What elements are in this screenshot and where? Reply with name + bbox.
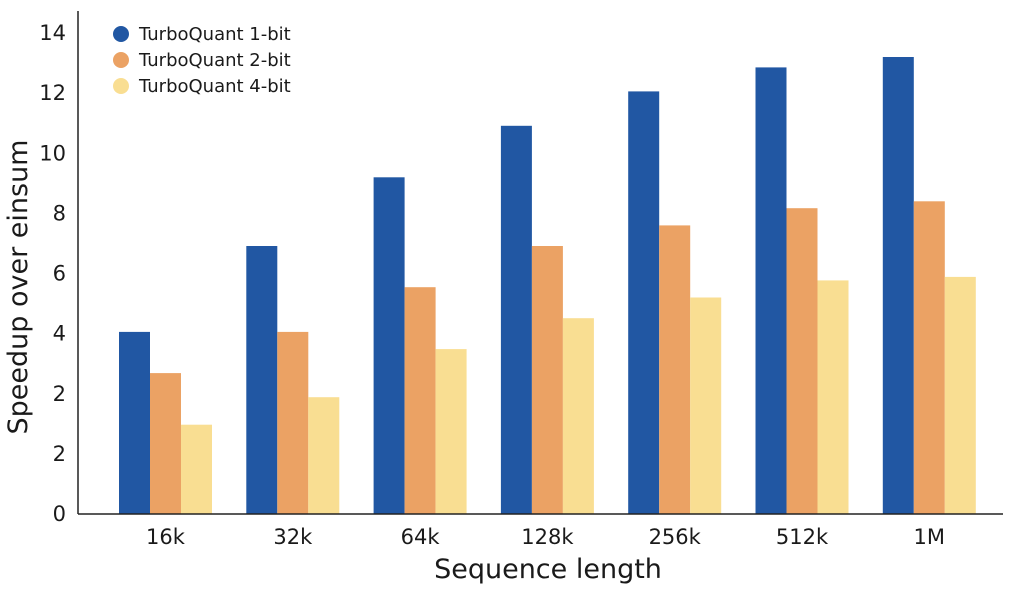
bar-1M-series-1 [882,57,914,514]
bar-16k-series-3 [181,424,212,514]
y-tick-label: 6 [53,262,66,286]
legend: TurboQuant 1-bit TurboQuant 2-bit TurboQua… [113,24,291,97]
ticks-layer: 16k 32k 64k 128k 256k 512k 1M 0 2 2 4 6 8 10 12 14 [39,21,945,549]
bar-1M-series-3 [944,276,976,514]
y-tick-label: 10 [39,141,66,165]
x-axis-title: Sequence length [434,554,662,585]
bar-16k-series-1 [119,331,150,514]
x-tick-label: 64k [401,525,441,549]
x-tick-label: 256k [649,525,702,549]
bar-64k-series-2 [404,287,436,514]
bar-32k-series-1 [246,246,278,514]
x-tick-label: 32k [273,525,313,549]
y-tick-label: 12 [39,81,66,105]
bars-layer [119,57,976,515]
bar-32k-series-3 [308,397,340,514]
legend-marker-series-3 [113,78,129,94]
y-tick-label: 14 [39,21,66,45]
bar-256k-series-2 [659,225,691,514]
bar-128k-series-1 [500,125,532,515]
bar-128k-series-3 [562,318,594,514]
bar-512k-series-3 [817,280,849,514]
legend-marker-series-1 [113,26,129,42]
legend-label-series-1: TurboQuant 1-bit [138,24,291,45]
bar-32k-series-2 [277,331,309,514]
bar-512k-series-1 [755,67,787,515]
bar-128k-series-2 [531,246,563,514]
bar-64k-series-3 [435,349,467,514]
bar-256k-series-1 [628,91,660,515]
legend-marker-series-2 [113,52,129,68]
y-tick-label: 0 [53,502,66,526]
y-tick-label: 2 [53,442,66,466]
y-axis-title: Speedup over einsum [3,140,34,435]
x-tick-label: 1M [914,525,945,549]
y-tick-label: 4 [53,322,66,346]
bar-16k-series-2 [150,373,181,514]
legend-label-series-2: TurboQuant 2-bit [138,50,291,71]
legend-label-series-3: TurboQuant 4-bit [138,76,291,97]
bar-512k-series-2 [786,208,818,514]
y-tick-label: 8 [53,201,66,225]
y-tick-label: 2 [53,382,66,406]
x-tick-label: 16k [146,525,186,549]
axes-layer [77,11,1003,515]
bar-64k-series-1 [373,177,405,515]
bar-256k-series-3 [690,297,722,514]
bar-1M-series-2 [913,201,945,515]
x-tick-label: 128k [521,525,574,549]
x-tick-label: 512k [776,525,829,549]
